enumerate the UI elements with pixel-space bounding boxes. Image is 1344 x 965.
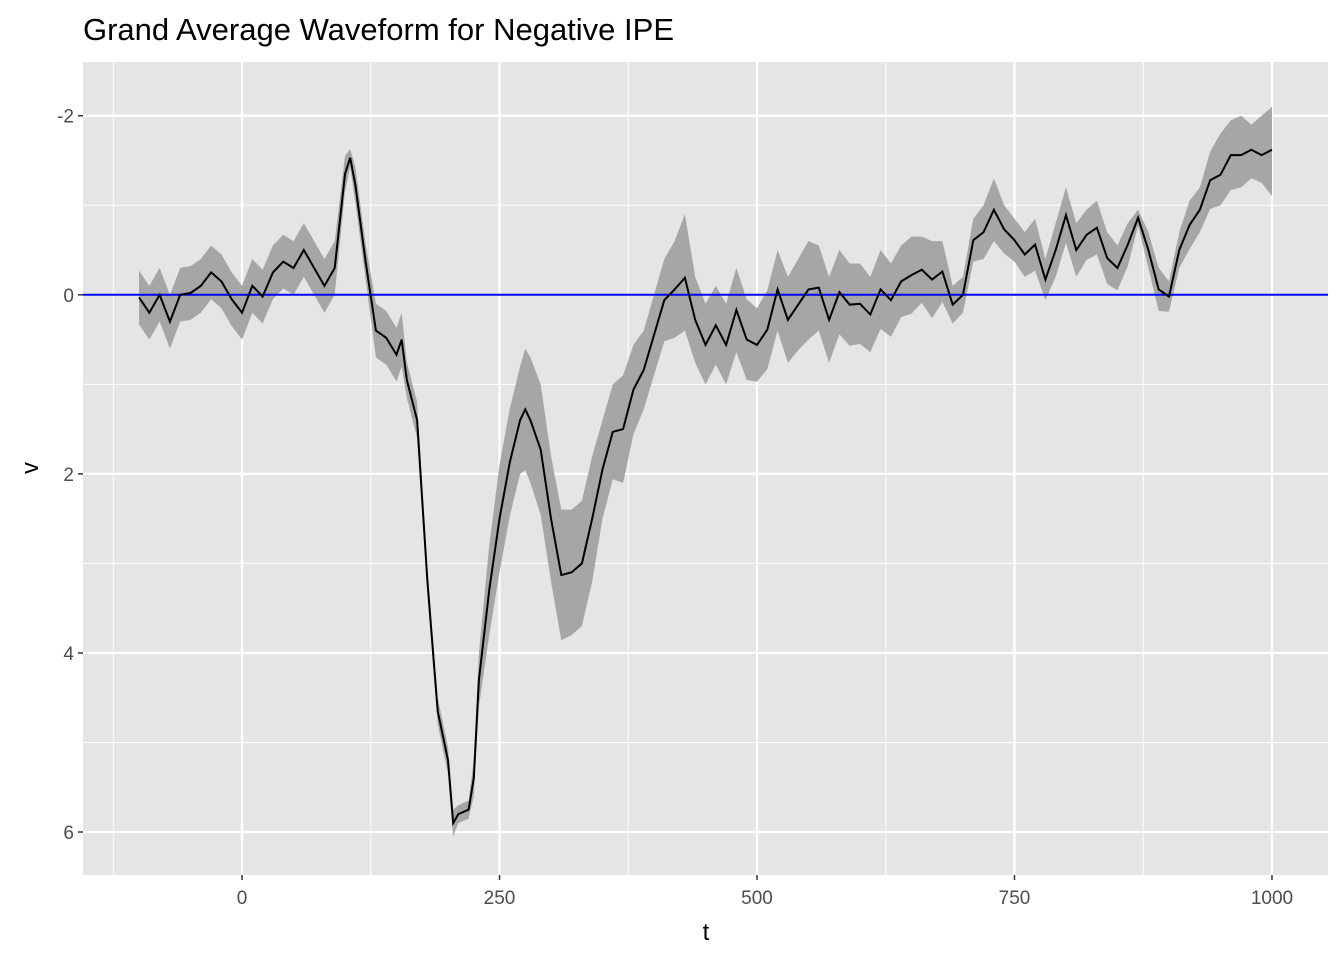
y-tick-label: 0 <box>63 286 74 307</box>
y-axis-title: v <box>17 462 44 474</box>
x-tick-label: 0 <box>237 888 248 909</box>
x-tick-label: 500 <box>741 888 773 909</box>
y-tick-label: 6 <box>63 823 74 844</box>
y-tick-label: 2 <box>63 465 74 486</box>
x-axis-title: t <box>703 919 710 946</box>
chart-title: Grand Average Waveform for Negative IPE <box>83 12 674 47</box>
y-tick-label: 4 <box>63 644 74 665</box>
waveform-line <box>138 148 1273 827</box>
x-tick-label: 750 <box>999 888 1031 909</box>
y-tick-label: -2 <box>57 107 74 128</box>
x-tick-label: 250 <box>484 888 516 909</box>
x-tick-label: 1000 <box>1251 888 1293 909</box>
panel-background <box>83 62 1328 875</box>
